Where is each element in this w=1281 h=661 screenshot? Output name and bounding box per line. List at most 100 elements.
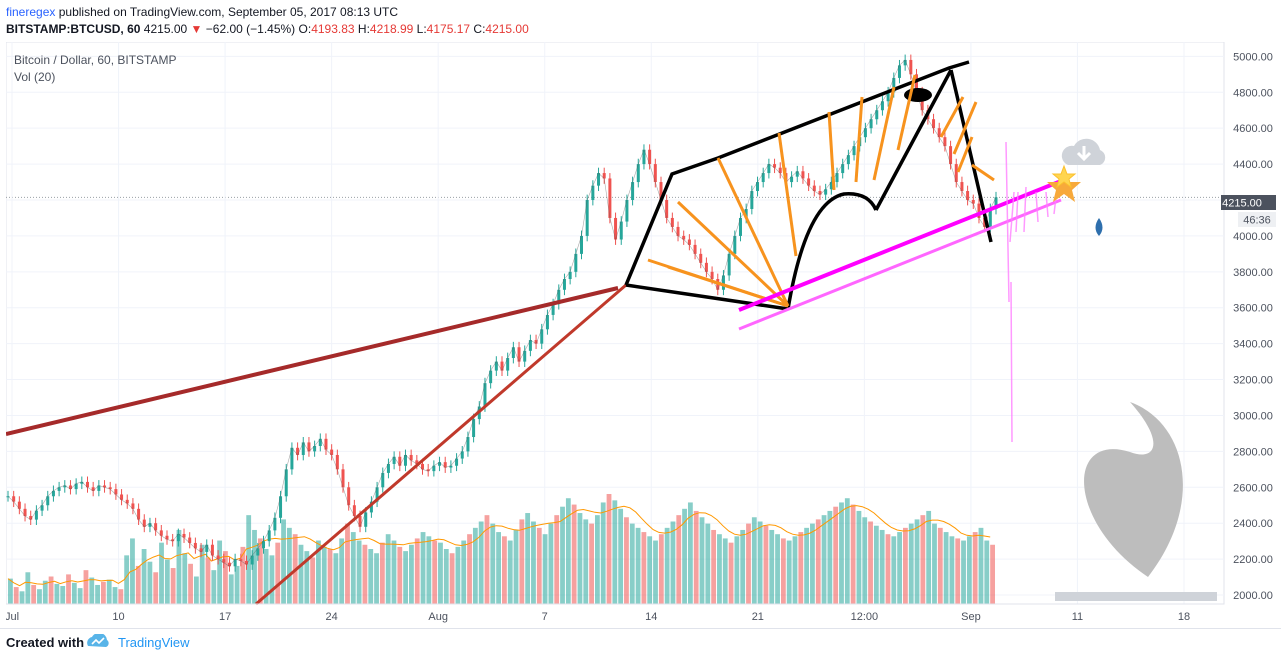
- price-candle: [875, 110, 879, 120]
- volume-bar: [356, 540, 362, 604]
- price-candle: [528, 340, 532, 351]
- price-candle: [403, 454, 407, 466]
- volume-bar: [199, 544, 205, 604]
- volume-bar: [914, 519, 920, 604]
- price-candle: [625, 200, 629, 222]
- volume-bar: [83, 570, 89, 604]
- volume-bar: [786, 540, 792, 604]
- price-candle: [829, 182, 833, 190]
- price-candle: [438, 462, 442, 466]
- volume-bar: [345, 523, 350, 604]
- volume-bar: [641, 532, 647, 604]
- price-candle: [12, 496, 16, 502]
- x-tick-label: Jul: [6, 611, 19, 623]
- volume-bar: [780, 538, 786, 604]
- volume-bar: [804, 527, 810, 604]
- price-candle: [449, 465, 453, 468]
- price-candle: [699, 253, 703, 263]
- volume-bar: [606, 494, 612, 604]
- volume-bar: [89, 577, 95, 604]
- volume-bar: [658, 534, 664, 604]
- volume-bar: [513, 529, 519, 604]
- time-axis[interactable]: Jul 10 17 24 Aug 7 14 21 12:00 Sep 11 18: [5, 603, 1224, 623]
- volume-bar: [536, 527, 542, 604]
- price-candle: [824, 189, 828, 195]
- volume-bar: [205, 557, 211, 604]
- volume-bar: [153, 572, 159, 604]
- fan-lines[interactable]: [647, 74, 995, 308]
- pattern-bottom-line[interactable]: [625, 283, 789, 311]
- y-tick-label: 3800.00: [1233, 267, 1273, 279]
- price-candle: [216, 555, 220, 560]
- price-candle: [949, 146, 953, 165]
- volume-bar: [472, 527, 478, 604]
- volume-bar: [833, 506, 839, 604]
- y-tick-label: 3400.00: [1233, 339, 1273, 351]
- price-candle: [602, 173, 606, 179]
- volume-bar: [670, 521, 676, 604]
- created-with-label: Created with: [6, 635, 85, 650]
- volume-bar: [775, 534, 780, 604]
- volume-bar: [810, 523, 815, 604]
- volume-bar: [484, 515, 490, 604]
- price-candle: [994, 197, 998, 209]
- volume-bar: [252, 529, 257, 604]
- volume-bar: [333, 553, 339, 604]
- open-value: 4193.83: [311, 22, 355, 36]
- price-candle: [835, 173, 839, 183]
- chart-svg[interactable]: 2000.00 2200.00 2400.00 2600.00 2800.00 3000.…: [5, 41, 1276, 628]
- volume-bar: [653, 540, 658, 604]
- volume-bar: [391, 540, 397, 604]
- tradingview-link[interactable]: TradingView: [118, 635, 190, 650]
- volume-bar: [31, 584, 37, 604]
- price-candle: [97, 485, 101, 491]
- price-candle: [892, 77, 896, 93]
- volume-bar: [379, 542, 385, 604]
- volume-bar: [769, 529, 775, 604]
- price-candle: [91, 487, 95, 491]
- price-candle: [222, 559, 226, 563]
- chart-area[interactable]: 2000.00 2200.00 2400.00 2600.00 2800.00 3000.…: [5, 41, 1276, 628]
- volume-bar: [897, 532, 903, 604]
- volume-bar: [449, 553, 455, 604]
- rally-line[interactable]: [874, 69, 953, 211]
- price-candle: [199, 548, 203, 552]
- volume-bar: [8, 578, 13, 604]
- price-candle: [773, 164, 777, 168]
- tradingview-logo-icon[interactable]: [86, 634, 110, 648]
- volume-bar: [624, 517, 629, 604]
- close-label: C:: [473, 22, 486, 36]
- price-candle: [988, 208, 992, 227]
- volume-bar: [496, 532, 501, 604]
- price-candle: [159, 530, 163, 536]
- scrollbar-thumb[interactable]: [1055, 592, 1217, 601]
- price-candle: [318, 438, 322, 446]
- price-candle: [648, 149, 652, 165]
- volume-bar: [71, 582, 77, 604]
- volume-bar: [182, 553, 188, 604]
- price-candle: [744, 208, 748, 218]
- price-candle: [330, 449, 334, 455]
- cup-curve[interactable]: [786, 192, 878, 310]
- author-link[interactable]: fineregex: [6, 5, 56, 19]
- price-candle: [608, 178, 612, 218]
- price-candle: [267, 530, 271, 542]
- y-tick-label: 2200.00: [1233, 554, 1273, 566]
- price-candle: [932, 119, 936, 129]
- long-trendline[interactable]: [5, 286, 619, 436]
- volume-bar: [321, 546, 327, 604]
- volume-bar: [746, 523, 751, 604]
- price-candle: [807, 178, 811, 186]
- volume-bar: [705, 523, 711, 604]
- price-axis[interactable]: 2000.00 2200.00 2400.00 2600.00 2800.00 3000.…: [1233, 51, 1273, 602]
- price-candle: [131, 503, 135, 509]
- price-candle: [296, 447, 300, 455]
- price-candle: [500, 361, 504, 371]
- volume-bar: [891, 536, 897, 604]
- price-candle: [472, 419, 476, 438]
- small-star-icon: [1051, 164, 1077, 189]
- volume-bar: [548, 523, 554, 604]
- price-candle: [960, 182, 964, 192]
- volume-bar: [211, 570, 217, 604]
- rising-trendline[interactable]: [255, 283, 627, 606]
